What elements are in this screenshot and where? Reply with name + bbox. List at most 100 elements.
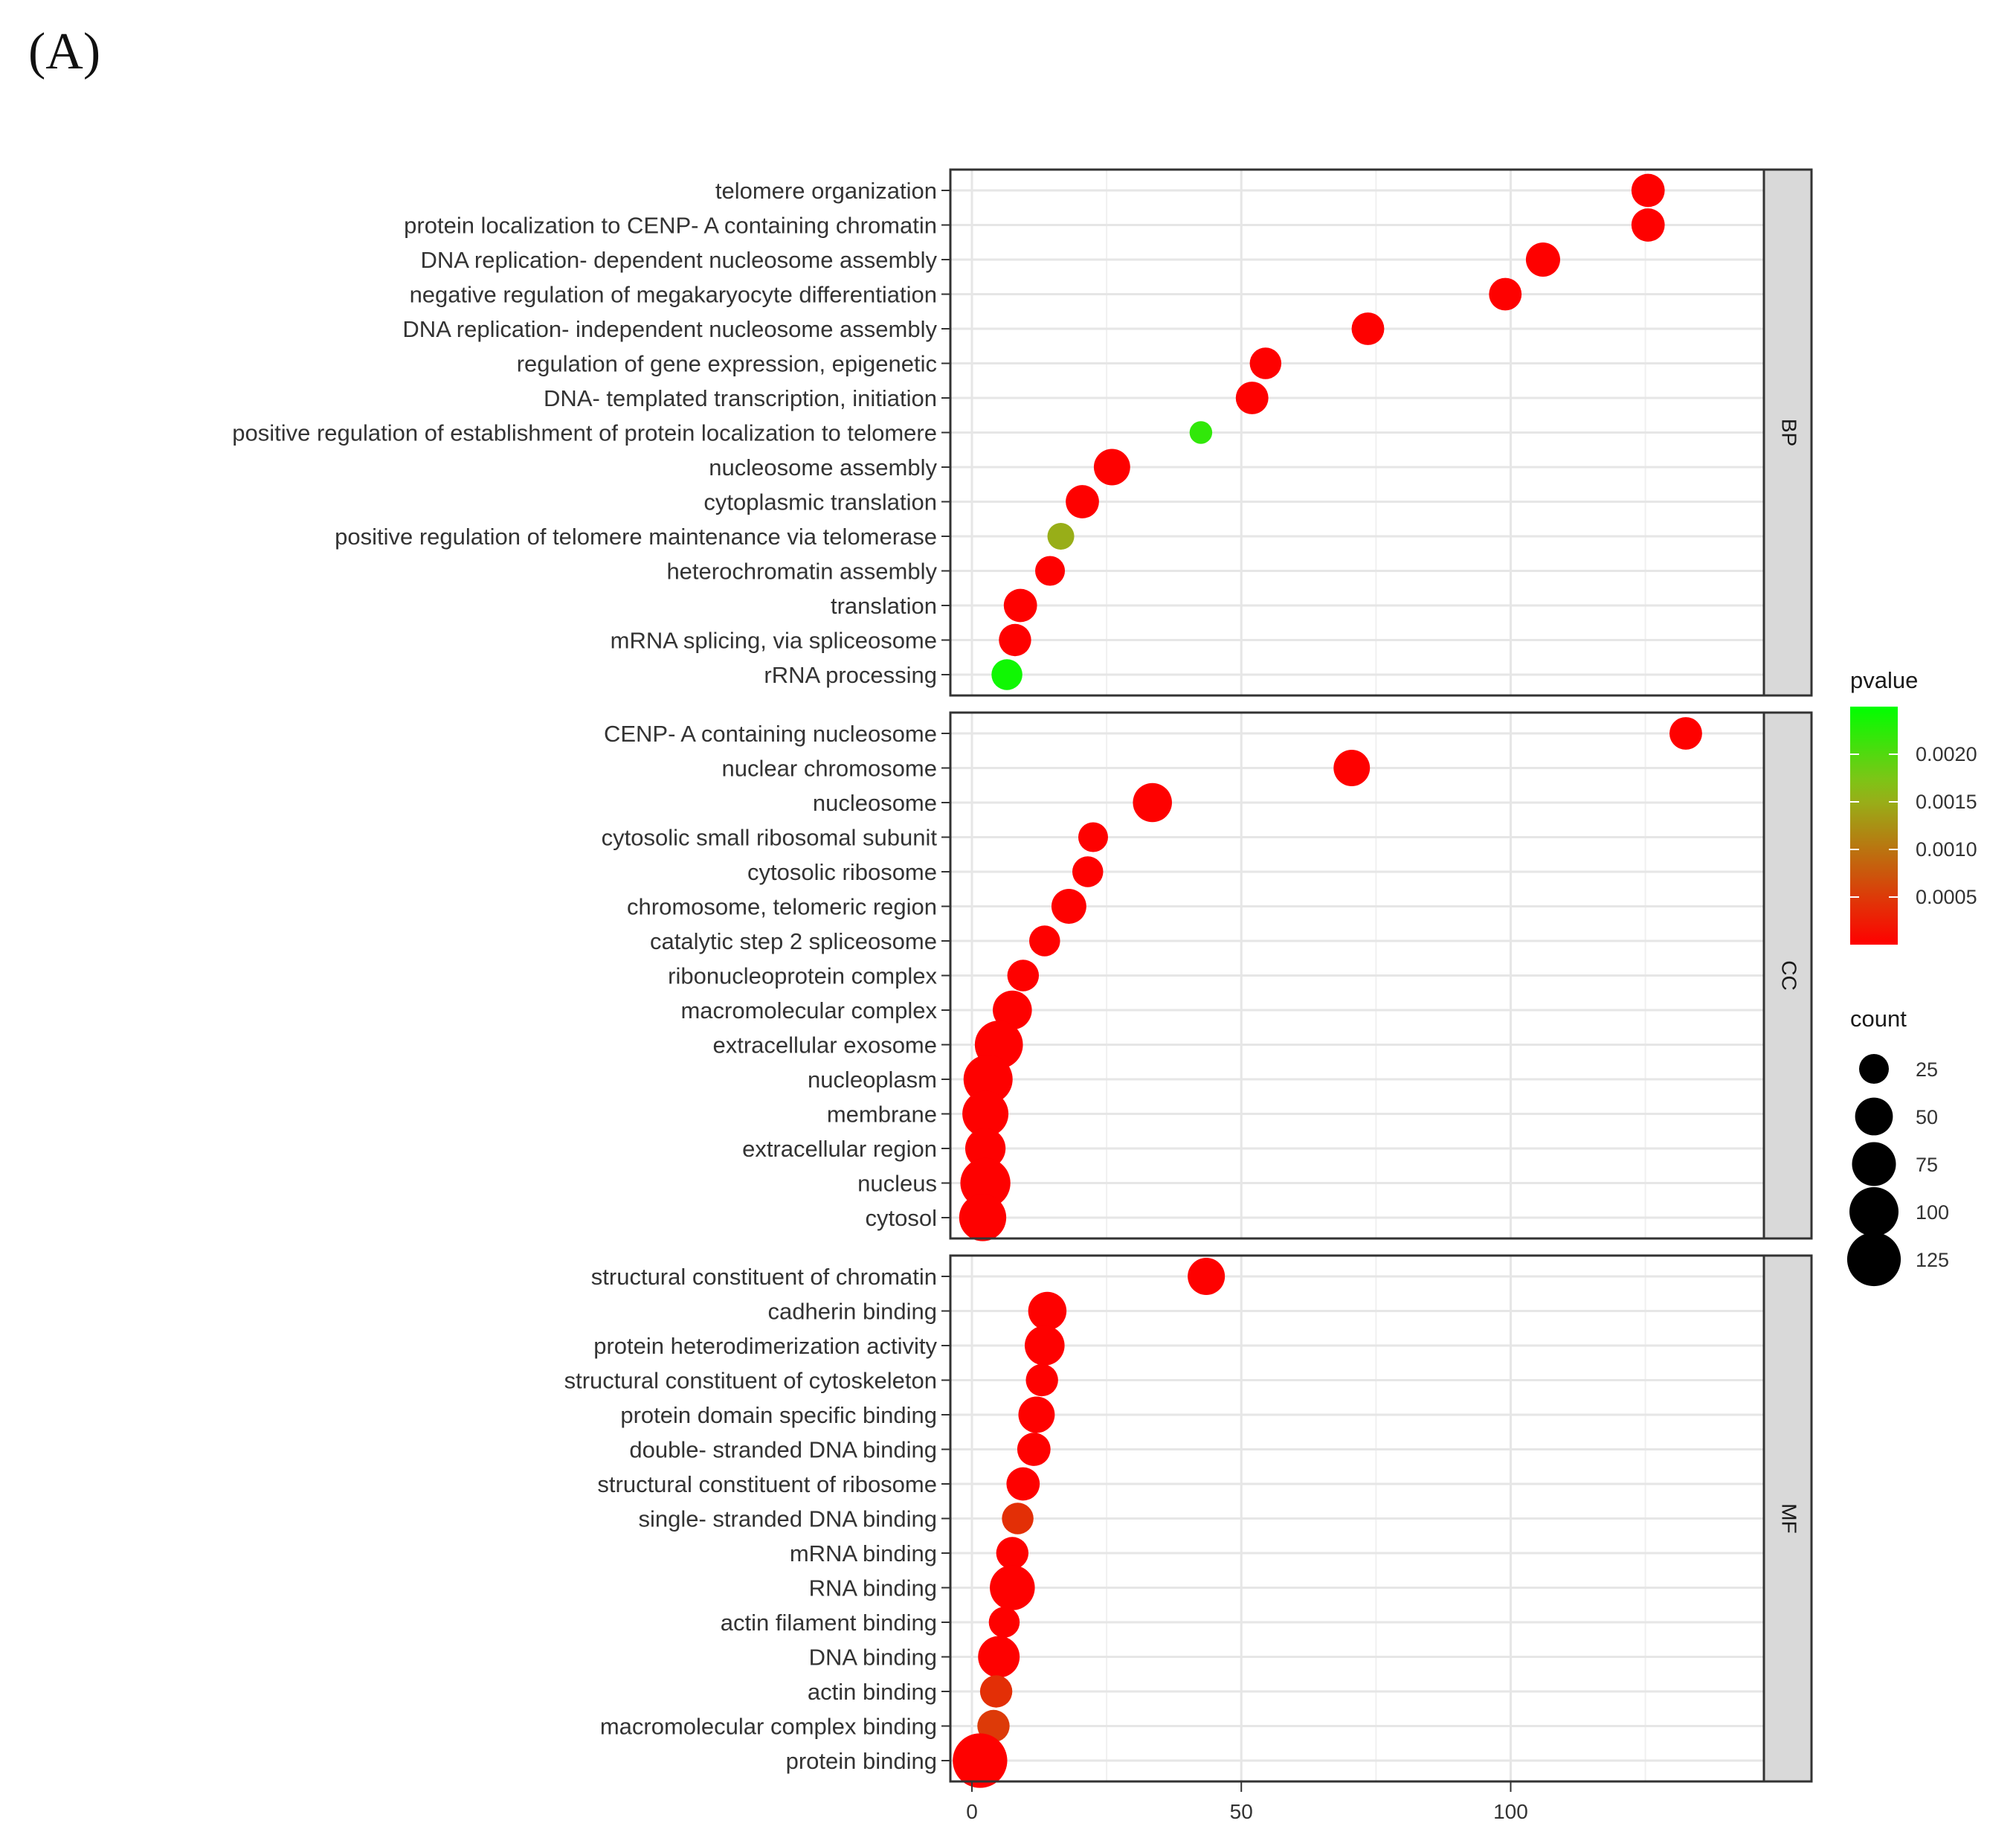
term-label: nucleus <box>857 1171 937 1197</box>
term-label: actin filament binding <box>721 1610 937 1636</box>
facet-label: MF <box>1778 1503 1801 1533</box>
data-point <box>1047 522 1075 550</box>
term-label: DNA replication- dependent nucleosome as… <box>421 247 938 273</box>
colorbar-tick-label: 0.0005 <box>1916 886 1977 908</box>
data-point <box>1489 277 1522 311</box>
term-label: DNA- templated transcription, initiation <box>544 385 937 411</box>
data-point <box>1035 556 1066 586</box>
x-tick-label: 0 <box>966 1800 978 1823</box>
panel-label: (A) <box>28 23 100 80</box>
count-legend-label: 50 <box>1916 1106 1938 1128</box>
legend-layer: pvalue 0.0020 0.0015 0.0010 0.0005 count 25 50 7… <box>1846 667 1977 1287</box>
count-legend-dot <box>1852 1142 1896 1186</box>
term-label: structural constituent of ribosome <box>597 1471 937 1497</box>
term-label: extracellular region <box>742 1136 937 1162</box>
data-point <box>1188 1257 1226 1296</box>
data-point <box>1351 312 1385 345</box>
term-label: positive regulation of telomere maintena… <box>335 524 937 550</box>
data-point <box>1025 1363 1058 1397</box>
count-legend-label: 75 <box>1916 1154 1938 1176</box>
facet-label: CC <box>1778 960 1801 990</box>
facet-strip <box>1762 711 1813 1240</box>
term-label: protein localization to CENP- A containi… <box>404 213 937 239</box>
count-legend-label: 125 <box>1916 1249 1949 1271</box>
term-label: nucleosome assembly <box>709 454 937 481</box>
count-legend-label: 100 <box>1916 1201 1949 1224</box>
data-point <box>1631 173 1665 208</box>
data-point <box>1003 588 1037 623</box>
data-point <box>962 1090 1009 1137</box>
data-point <box>1525 242 1560 277</box>
data-point <box>963 1055 1013 1104</box>
term-label: nuclear chromosome <box>722 756 937 782</box>
data-point <box>1631 208 1665 242</box>
facet-strips-layer: BP CC MF <box>1762 168 1813 1783</box>
term-label: ribonucleoprotein complex <box>668 963 937 989</box>
term-label: cadherin binding <box>767 1299 937 1325</box>
data-point <box>1051 889 1086 924</box>
term-label: DNA binding <box>809 1645 937 1671</box>
count-legend-label: 25 <box>1916 1058 1938 1081</box>
term-label: macromolecular complex binding <box>600 1714 937 1740</box>
term-label: DNA replication- independent nucleosome … <box>402 316 937 342</box>
labels-layer: telomere organization protein localizatio… <box>232 178 950 1774</box>
count-legend-dot <box>1855 1097 1893 1136</box>
data-point <box>978 1636 1020 1678</box>
term-label: membrane <box>827 1102 937 1128</box>
data-point <box>993 990 1032 1030</box>
data-point <box>1024 1325 1065 1366</box>
term-label: protein binding <box>786 1748 937 1774</box>
term-label: mRNA splicing, via spliceosome <box>611 628 937 654</box>
data-point <box>991 659 1023 690</box>
term-label: double- stranded DNA binding <box>629 1437 937 1463</box>
data-point <box>1066 485 1099 518</box>
data-point <box>988 1607 1020 1638</box>
data-point <box>964 1128 1006 1169</box>
data-point <box>953 1733 1008 1788</box>
term-label: chromosome, telomeric region <box>627 894 937 920</box>
term-label: protein domain specific binding <box>620 1402 937 1428</box>
x-tick-label: 50 <box>1230 1800 1253 1823</box>
term-label: heterochromatin assembly <box>666 559 937 585</box>
term-label: catalytic step 2 spliceosome <box>650 928 937 954</box>
data-point <box>1028 1291 1067 1331</box>
term-label: cytosol <box>866 1205 937 1231</box>
data-point <box>1072 856 1104 887</box>
data-point <box>979 1675 1013 1708</box>
data-point <box>1029 925 1060 957</box>
data-point <box>1093 449 1130 486</box>
data-point <box>1235 382 1269 414</box>
facet-strip <box>1762 168 1813 697</box>
term-label: extracellular exosome <box>712 1032 937 1058</box>
data-point <box>996 1537 1029 1569</box>
data-point <box>1017 1433 1051 1466</box>
term-label: nucleosome <box>813 790 937 816</box>
term-label: cytoplasmic translation <box>703 489 937 515</box>
data-point <box>1189 421 1213 444</box>
colorbar-tick-label: 0.0015 <box>1916 791 1977 813</box>
facet-strip <box>1762 1254 1813 1783</box>
data-point <box>959 1194 1007 1241</box>
term-label: macromolecular complex <box>680 997 937 1023</box>
colorbar-tick-label: 0.0010 <box>1916 838 1977 861</box>
term-label: mRNA binding <box>790 1540 937 1566</box>
term-label: positive regulation of establishment of … <box>232 420 937 446</box>
points-layer <box>953 173 1702 1788</box>
term-label: nucleoplasm <box>808 1067 937 1093</box>
term-label: structural constituent of chromatin <box>591 1264 937 1290</box>
data-point <box>1669 717 1702 750</box>
pvalue-legend-title: pvalue <box>1850 667 1918 693</box>
data-point <box>1078 822 1108 852</box>
term-label: rRNA processing <box>764 662 937 688</box>
pvalue-colorbar <box>1850 707 1898 945</box>
data-point <box>999 623 1031 657</box>
term-label: CENP- A containing nucleosome <box>604 721 937 747</box>
term-label: negative regulation of megakaryocyte dif… <box>410 282 937 308</box>
x-tick-label: 100 <box>1493 1800 1528 1823</box>
data-point <box>1133 782 1172 823</box>
x-axis-layer: 0 50 100 <box>966 1781 1528 1823</box>
count-legend-title: count <box>1850 1006 1907 1032</box>
term-label: actin binding <box>808 1679 937 1705</box>
